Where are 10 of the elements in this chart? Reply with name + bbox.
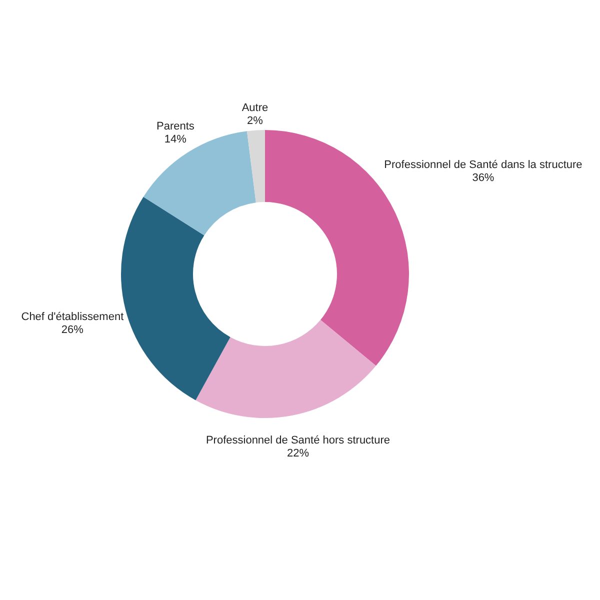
slice-label: Professionnel de Santé hors structure	[206, 434, 390, 446]
data-label: 26%	[61, 324, 84, 336]
data-label: 36%	[472, 172, 494, 184]
slice-label: Parents	[156, 120, 195, 132]
data-label: 22%	[286, 447, 310, 460]
slice-label: Professionnel de Santé dans la structure	[384, 158, 582, 171]
data-label: 2%	[247, 115, 264, 128]
slice-label: Autre	[242, 102, 268, 114]
slice-label: Chef d'établissement	[21, 310, 124, 323]
data-label: 14%	[164, 133, 187, 146]
